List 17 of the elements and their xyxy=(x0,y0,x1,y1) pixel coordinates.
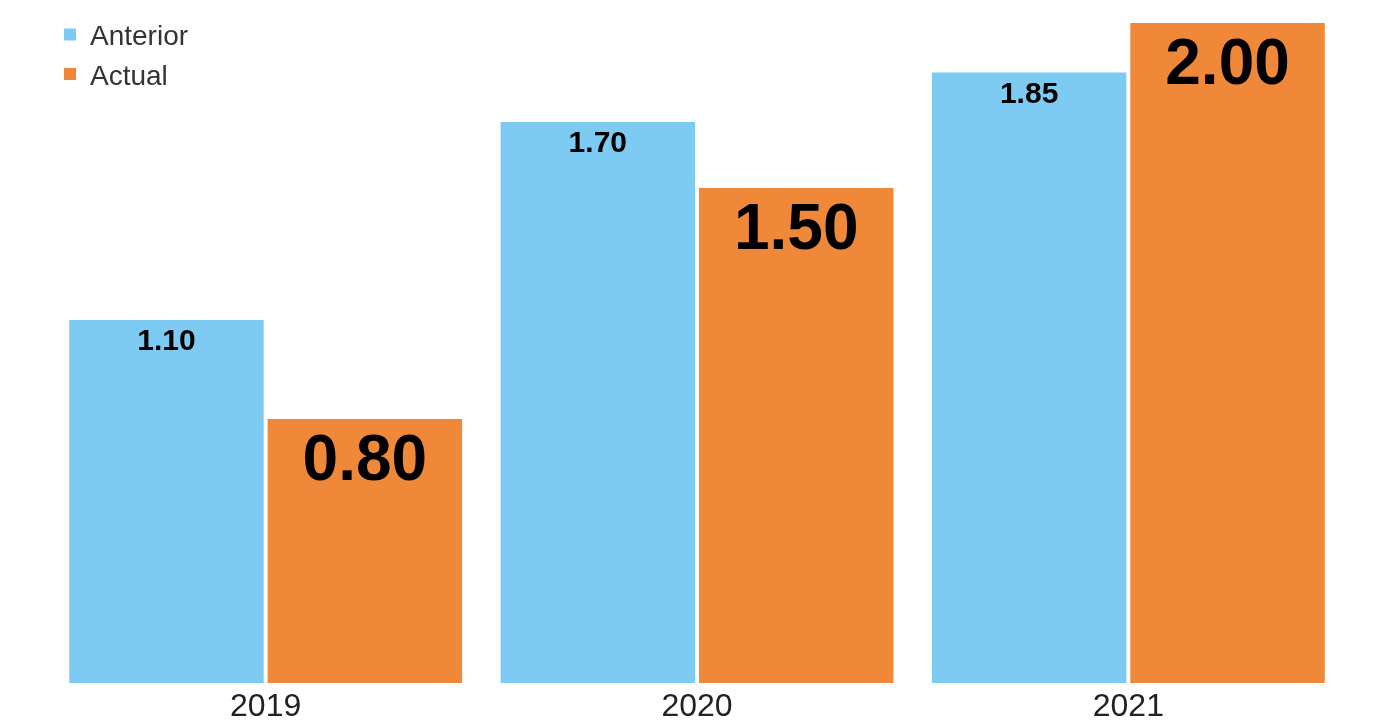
data-label: 1.50 xyxy=(733,191,859,263)
bar xyxy=(698,188,894,683)
data-label: 1.70 xyxy=(568,125,627,158)
data-label: 1.85 xyxy=(999,75,1059,109)
x-tick-label: 2020 xyxy=(661,687,733,723)
bar xyxy=(931,72,1127,683)
data-label: 1.10 xyxy=(137,323,196,356)
bar xyxy=(69,320,264,683)
bar xyxy=(500,122,696,683)
bar xyxy=(1130,23,1325,683)
data-label: 0.80 xyxy=(302,422,428,494)
bar xyxy=(267,419,463,683)
x-tick-label: 2019 xyxy=(230,687,302,723)
x-tick-label: 2021 xyxy=(1092,687,1164,723)
legend-label: Actual xyxy=(90,59,168,91)
legend-label: Anterior xyxy=(90,20,189,52)
data-label: 2.00 xyxy=(1165,26,1290,98)
